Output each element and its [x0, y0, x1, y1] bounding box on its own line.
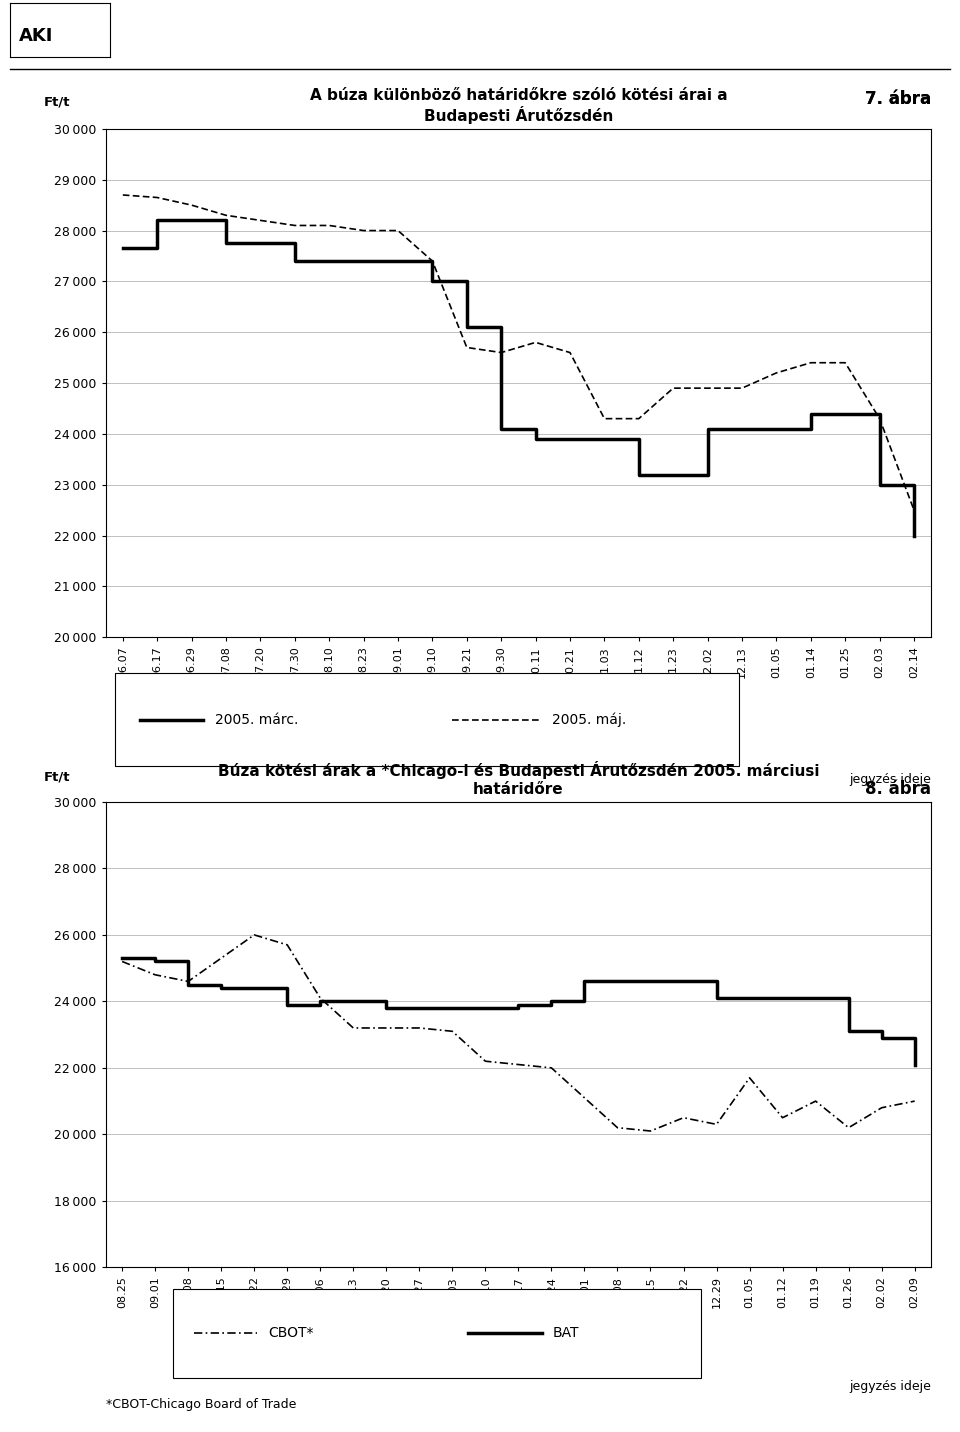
Text: jegyzés ideje: jegyzés ideje	[850, 1380, 931, 1393]
Text: jegyzés ideje: jegyzés ideje	[850, 773, 931, 786]
Title: Búza kötési árak a *Chicago-i és Budapesti Árutőzsdén 2005. márciusi
határidőre: Búza kötési árak a *Chicago-i és Budapes…	[218, 762, 819, 796]
Text: AKI: AKI	[19, 27, 54, 44]
Text: 2005. márc.: 2005. márc.	[215, 713, 299, 726]
Text: Ft/t: Ft/t	[44, 770, 70, 783]
Text: CBOT*: CBOT*	[268, 1326, 313, 1340]
Text: 7. ábra: 7. ábra	[865, 90, 931, 109]
Text: BAT: BAT	[553, 1326, 580, 1340]
Text: 7. ábra: 7. ábra	[865, 90, 931, 109]
Text: Ft/t: Ft/t	[44, 96, 70, 109]
Text: *CBOT-Chicago Board of Trade: *CBOT-Chicago Board of Trade	[106, 1398, 296, 1411]
FancyBboxPatch shape	[115, 673, 739, 766]
Text: 8. ábra: 8. ábra	[865, 780, 931, 799]
Text: 2005. máj.: 2005. máj.	[552, 712, 626, 727]
Title: A búza különböző határidőkre szóló kötési árai a
Budapesti Árutőzsdén: A búza különböző határidőkre szóló kötés…	[309, 87, 728, 123]
FancyBboxPatch shape	[173, 1289, 701, 1378]
